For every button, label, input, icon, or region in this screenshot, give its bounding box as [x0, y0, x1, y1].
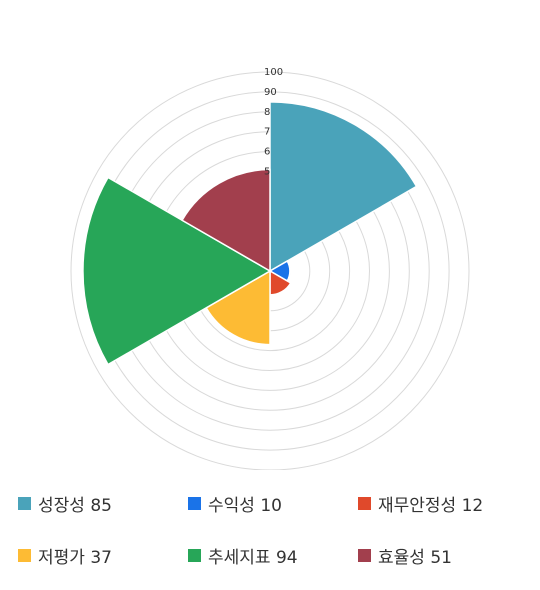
sector-growth[interactable]	[269, 101, 418, 273]
legend-swatch-efficiency	[358, 548, 371, 562]
legend-item-growth[interactable]: 성장성 85	[18, 490, 188, 516]
legend-swatch-growth	[18, 496, 31, 510]
legend-label-profitability: 수익성 10	[208, 495, 282, 516]
radial-tick-labels: 100 90 8 7 6 5	[264, 67, 283, 178]
legend-swatch-profitability	[188, 496, 201, 510]
tick-label: 8	[264, 107, 270, 118]
legend-label-growth: 성장성 85	[38, 495, 112, 516]
legend-item-financial-stability[interactable]: 재무안정성 12	[358, 490, 528, 516]
polar-area-chart: 100 90 8 7 6 5	[70, 67, 470, 470]
tick-label: 5	[264, 167, 270, 178]
sector-undervaluation[interactable]	[205, 269, 271, 346]
legend-swatch-trend-indicator	[188, 548, 201, 562]
tick-label: 6	[264, 147, 270, 158]
legend-item-undervaluation[interactable]: 저평가 37	[18, 542, 188, 568]
legend-label-financial-stability: 재무안정성 12	[378, 495, 484, 516]
legend-label-undervaluation: 저평가 37	[38, 547, 112, 568]
legend-item-efficiency[interactable]: 효율성 51	[358, 542, 528, 568]
tick-label: 100	[264, 67, 283, 78]
legend-label-efficiency: 효율성 51	[378, 547, 452, 568]
chart-legend: 성장성 85 수익성 10 재무안정성 12 저평가 37 추세지표 94 효율…	[18, 490, 528, 568]
legend-item-trend-indicator[interactable]: 추세지표 94	[188, 542, 358, 568]
legend-swatch-undervaluation	[18, 548, 31, 562]
tick-label: 7	[264, 127, 270, 138]
legend-label-trend-indicator: 추세지표 94	[208, 547, 298, 568]
grid-ring	[70, 71, 470, 470]
tick-label: 90	[264, 87, 277, 98]
chart-sectors	[82, 101, 418, 366]
legend-item-profitability[interactable]: 수익성 10	[188, 490, 358, 516]
legend-swatch-financial-stability	[358, 496, 371, 510]
sector-efficiency[interactable]	[181, 168, 271, 273]
sector-trend-indicator[interactable]	[82, 176, 272, 366]
